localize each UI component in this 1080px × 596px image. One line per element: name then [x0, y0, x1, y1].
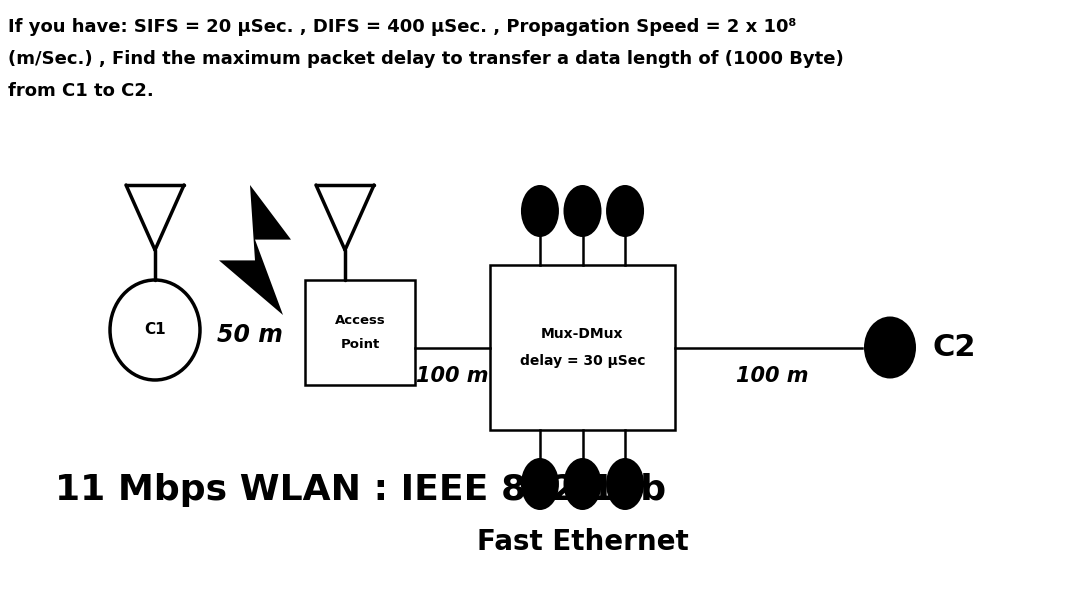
Ellipse shape: [521, 185, 559, 237]
Ellipse shape: [564, 458, 602, 510]
Polygon shape: [219, 185, 291, 315]
Text: Access: Access: [335, 314, 386, 327]
Text: 11 Mbps WLAN : IEEE 802.11b: 11 Mbps WLAN : IEEE 802.11b: [55, 473, 666, 507]
Text: 100 m: 100 m: [416, 365, 489, 386]
Text: C1: C1: [145, 322, 166, 337]
Text: C2: C2: [932, 333, 975, 362]
Bar: [490, 265, 675, 430]
Text: If you have: SIFS = 20 μSec. , DIFS = 400 μSec. , Propagation Speed = 2 x 10⁸: If you have: SIFS = 20 μSec. , DIFS = 40…: [8, 18, 796, 36]
Ellipse shape: [606, 185, 644, 237]
Text: 50 m: 50 m: [217, 323, 283, 347]
Text: delay = 30 μSec: delay = 30 μSec: [519, 355, 645, 368]
Ellipse shape: [521, 458, 559, 510]
Ellipse shape: [864, 316, 916, 378]
Text: 100 m: 100 m: [737, 365, 809, 386]
Ellipse shape: [606, 458, 644, 510]
Bar: [305, 280, 415, 385]
Ellipse shape: [564, 185, 602, 237]
Text: from C1 to C2.: from C1 to C2.: [8, 82, 153, 100]
Text: Fast Ethernet: Fast Ethernet: [476, 528, 688, 556]
Text: (m/Sec.) , Find the maximum packet delay to transfer a data length of (1000 Byte: (m/Sec.) , Find the maximum packet delay…: [8, 50, 843, 68]
Text: Mux-DMux: Mux-DMux: [541, 327, 624, 340]
Text: Point: Point: [340, 338, 380, 351]
